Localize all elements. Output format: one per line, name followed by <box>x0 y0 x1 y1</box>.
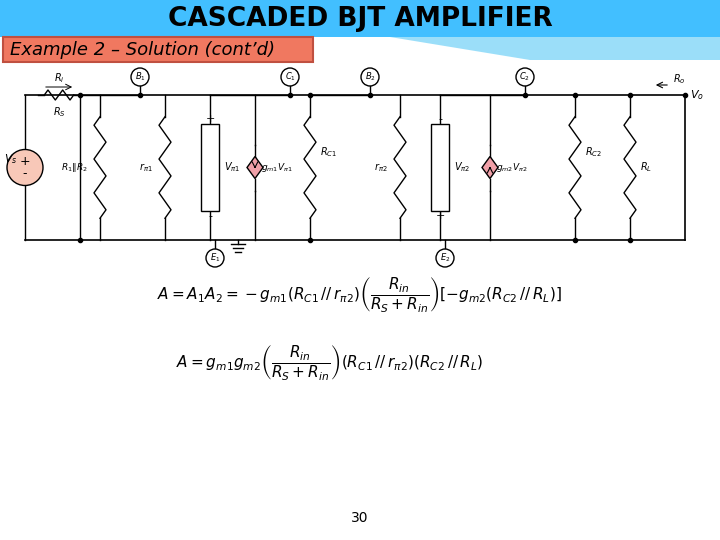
Text: $g_{m1}V_{\pi 1}$: $g_{m1}V_{\pi 1}$ <box>261 161 293 174</box>
Text: 30: 30 <box>351 511 369 525</box>
Text: $E_2$: $E_2$ <box>440 252 450 264</box>
Circle shape <box>7 150 43 186</box>
Circle shape <box>131 68 149 86</box>
Text: CASCADED BJT AMPLIFIER: CASCADED BJT AMPLIFIER <box>168 6 552 32</box>
Text: $r_{\pi 1}$: $r_{\pi 1}$ <box>139 161 153 174</box>
Text: $R_1\|R_2$: $R_1\|R_2$ <box>61 161 88 174</box>
FancyBboxPatch shape <box>0 0 720 37</box>
Text: $V_{\pi 2}$: $V_{\pi 2}$ <box>454 160 470 174</box>
Polygon shape <box>482 157 498 179</box>
FancyBboxPatch shape <box>201 124 219 211</box>
Text: $R_{C2}$: $R_{C2}$ <box>585 146 602 159</box>
Text: $R_i$: $R_i$ <box>54 71 64 85</box>
Text: $C_2$: $C_2$ <box>520 71 531 83</box>
Circle shape <box>361 68 379 86</box>
Text: $g_{m2}V_{\pi 2}$: $g_{m2}V_{\pi 2}$ <box>496 161 528 174</box>
Text: $A = A_1 A_2 = -g_{m1}\left(R_{C1}\,{//}\,r_{\pi 2}\right)\left(\dfrac{R_{in}}{R: $A = A_1 A_2 = -g_{m1}\left(R_{C1}\,{//}… <box>158 275 562 314</box>
Text: Example 2 – Solution (cont’d): Example 2 – Solution (cont’d) <box>10 41 275 59</box>
Text: $E_1$: $E_1$ <box>210 252 220 264</box>
Text: $R_S$: $R_S$ <box>53 105 66 119</box>
Text: $R_o$: $R_o$ <box>673 72 685 86</box>
FancyBboxPatch shape <box>3 37 313 62</box>
Text: -: - <box>208 211 212 221</box>
Text: $R_{C1}$: $R_{C1}$ <box>320 146 337 159</box>
Circle shape <box>516 68 534 86</box>
Text: $V_o$: $V_o$ <box>690 88 704 102</box>
FancyBboxPatch shape <box>431 124 449 211</box>
Text: +: + <box>436 211 445 221</box>
Polygon shape <box>247 157 263 179</box>
Polygon shape <box>600 0 720 20</box>
Text: $V_{\pi 1}$: $V_{\pi 1}$ <box>224 160 240 174</box>
Text: $V_s$: $V_s$ <box>4 153 18 166</box>
Text: $A = g_{m1}g_{m2}\left(\dfrac{R_{in}}{R_S + R_{in}}\right)\left(R_{C1}\,{//}\,r_: $A = g_{m1}g_{m2}\left(\dfrac{R_{in}}{R_… <box>176 342 484 381</box>
Text: $C_1$: $C_1$ <box>284 71 295 83</box>
Text: $r_{\pi 2}$: $r_{\pi 2}$ <box>374 161 388 174</box>
Text: $R_L$: $R_L$ <box>640 160 652 174</box>
Text: +: + <box>205 114 215 124</box>
Text: $B_2$: $B_2$ <box>364 71 375 83</box>
Text: -: - <box>23 167 27 180</box>
Circle shape <box>436 249 454 267</box>
Polygon shape <box>390 0 720 60</box>
Circle shape <box>281 68 299 86</box>
Polygon shape <box>500 0 720 35</box>
Circle shape <box>206 249 224 267</box>
Text: -: - <box>438 114 442 124</box>
Text: +: + <box>19 155 30 168</box>
Text: $B_1$: $B_1$ <box>135 71 145 83</box>
